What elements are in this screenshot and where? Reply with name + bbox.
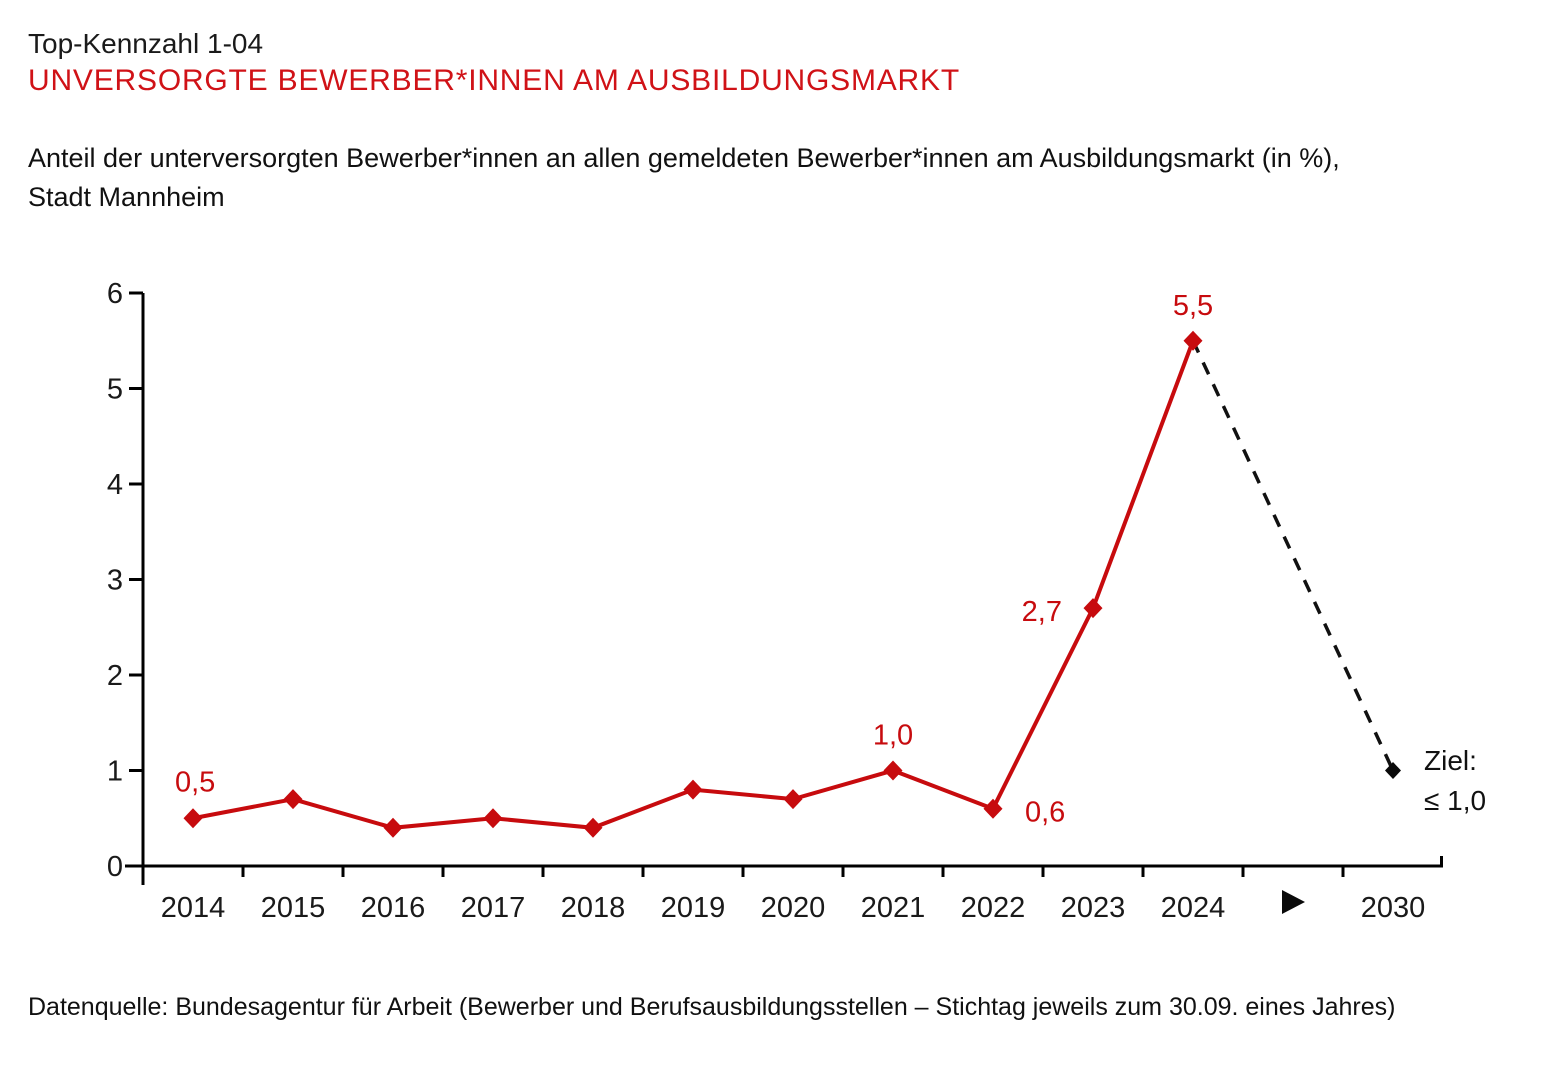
data-source: Datenquelle: Bundesagentur für Arbeit (B… bbox=[28, 993, 1396, 1021]
data-point-marker bbox=[1183, 330, 1203, 351]
data-point-marker bbox=[483, 808, 503, 829]
page-title: UNVERSORGTE BEWERBER*INNEN AM AUSBILDUNG… bbox=[28, 64, 960, 97]
x-tick-label: 2017 bbox=[461, 892, 526, 924]
chart-subtitle: Anteil der unterversorgten Bewerber*inne… bbox=[28, 139, 1340, 217]
data-point-marker bbox=[983, 798, 1003, 819]
y-tick-label: 6 bbox=[107, 278, 123, 310]
data-point-marker bbox=[783, 789, 803, 810]
y-tick-label: 4 bbox=[107, 469, 123, 501]
data-point-label: 0,6 bbox=[1025, 797, 1065, 829]
x-tick-label: 2014 bbox=[161, 892, 226, 924]
x-tick-label: 2018 bbox=[561, 892, 626, 924]
data-point-marker bbox=[383, 817, 403, 838]
data-point-label: 5,5 bbox=[1173, 290, 1213, 322]
target-annotation: Ziel: ≤ 1,0 bbox=[1424, 741, 1486, 821]
x-tick-label-target: 2030 bbox=[1361, 892, 1426, 924]
y-tick-label: 2 bbox=[107, 660, 123, 692]
data-point-marker bbox=[283, 789, 303, 810]
data-point-label: 2,7 bbox=[1022, 596, 1062, 628]
x-tick-label: 2022 bbox=[961, 892, 1026, 924]
x-tick-label: 2019 bbox=[661, 892, 726, 924]
y-tick-label: 0 bbox=[107, 851, 123, 883]
data-point-marker bbox=[683, 779, 703, 800]
data-line bbox=[192, 340, 1195, 830]
y-tick-label: 3 bbox=[107, 565, 123, 597]
target-point-marker bbox=[1385, 762, 1401, 779]
data-point-marker bbox=[1083, 598, 1103, 619]
target-annotation-line-1: Ziel: bbox=[1424, 745, 1477, 776]
subtitle-line-1: Anteil der unterversorgten Bewerber*inne… bbox=[28, 143, 1340, 173]
arrow-right-icon bbox=[1282, 890, 1305, 914]
data-point-marker bbox=[583, 817, 603, 838]
subtitle-line-2: Stadt Mannheim bbox=[28, 182, 225, 212]
y-tick-label: 1 bbox=[107, 756, 123, 788]
data-point-label: 1,0 bbox=[873, 720, 913, 752]
x-tick-label: 2024 bbox=[1161, 892, 1226, 924]
data-point-marker bbox=[883, 760, 903, 781]
x-tick-label: 2020 bbox=[761, 892, 826, 924]
target-dashed-line bbox=[1191, 340, 1395, 772]
x-tick-label: 2016 bbox=[361, 892, 426, 924]
data-point-marker bbox=[183, 808, 203, 829]
target-annotation-line-2: ≤ 1,0 bbox=[1424, 785, 1487, 816]
x-tick-label: 2021 bbox=[861, 892, 926, 924]
x-tick-label: 2023 bbox=[1061, 892, 1126, 924]
data-point-label: 0,5 bbox=[175, 766, 215, 798]
kicker: Top-Kennzahl 1-04 bbox=[28, 28, 264, 59]
x-tick-label: 2015 bbox=[261, 892, 326, 924]
y-tick-label: 5 bbox=[107, 374, 123, 406]
